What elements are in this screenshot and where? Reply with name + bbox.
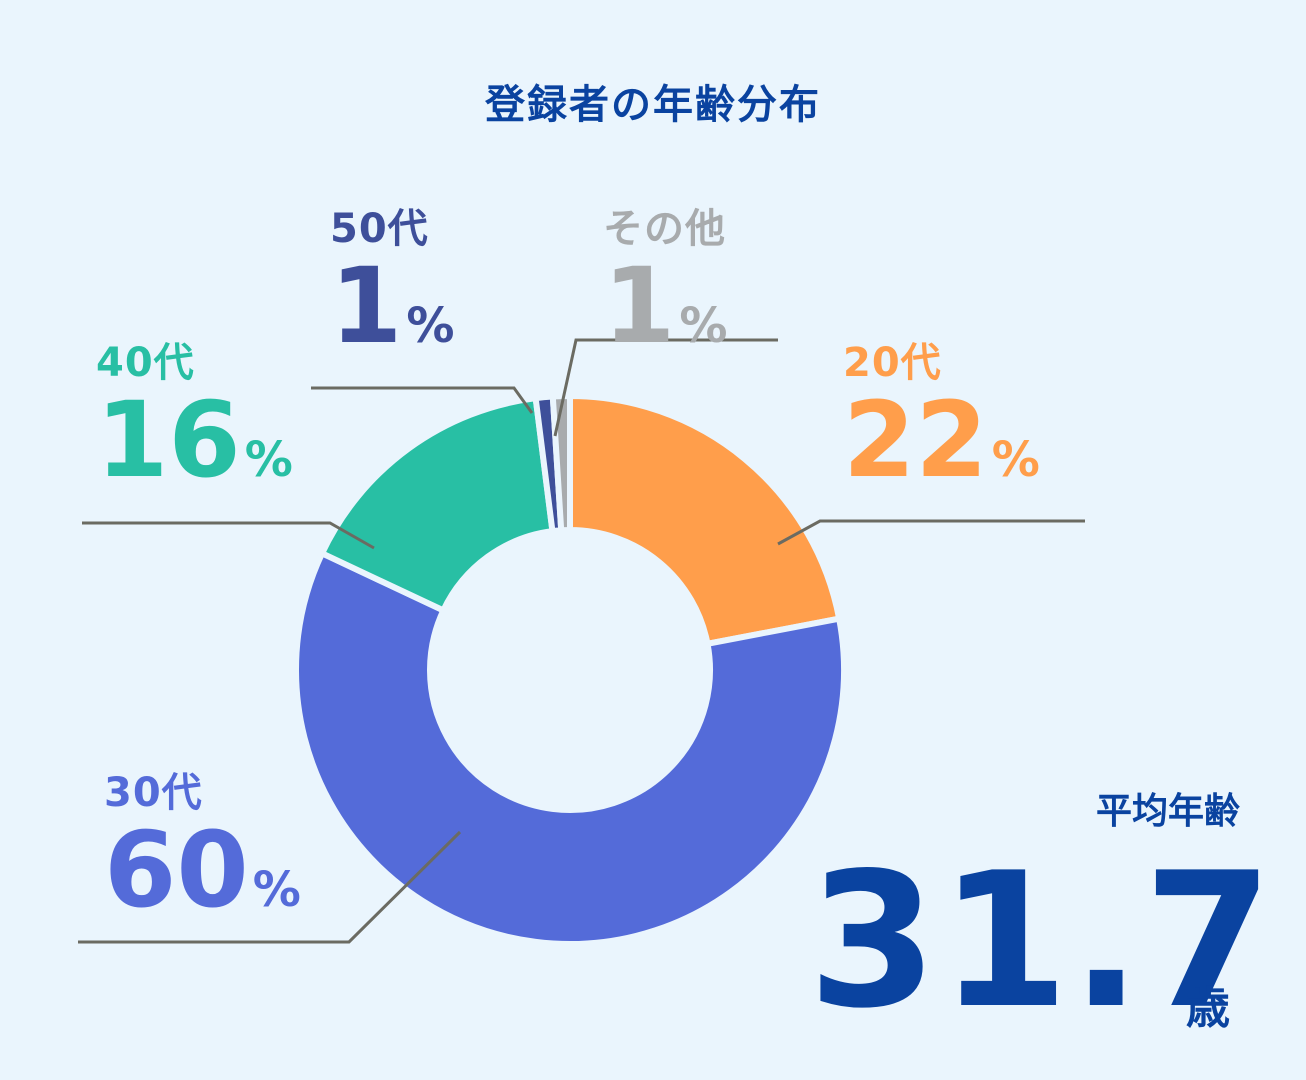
- leader-line-40s: [82, 521, 375, 550]
- label-30s-unit: %: [252, 862, 301, 918]
- label-50s-value: 1: [330, 245, 403, 367]
- label-other-category: その他: [603, 206, 726, 252]
- label-40s-category: 40代: [96, 340, 195, 386]
- slice-40s: [318, 394, 556, 615]
- leader-line-30s: [78, 830, 462, 944]
- leader-line-20s: [777, 519, 1085, 546]
- label-50s: 50代 1%: [330, 196, 454, 358]
- label-40s: 40代 16%: [96, 330, 293, 492]
- label-other: その他 1%: [603, 196, 727, 358]
- leader-line-50s: [311, 386, 534, 414]
- label-50s-unit: %: [406, 298, 455, 354]
- label-20s: 20代 22%: [843, 330, 1040, 492]
- average-age-value: 31.7: [808, 832, 1275, 1049]
- label-other-unit: %: [679, 298, 728, 354]
- slice-30s: [293, 549, 847, 947]
- label-50s-category: 50代: [330, 206, 429, 252]
- label-other-value: 1: [603, 245, 676, 367]
- leader-line-other: [553, 338, 778, 437]
- average-age-unit: 歳: [1186, 983, 1230, 1034]
- label-40s-value: 16: [96, 379, 241, 501]
- label-40s-unit: %: [244, 432, 293, 488]
- label-30s: 30代 60%: [104, 760, 301, 922]
- label-30s-value: 60: [104, 809, 249, 931]
- slice-20s: [567, 392, 843, 648]
- average-age-label: 平均年齢: [1095, 791, 1240, 832]
- label-20s-category: 20代: [843, 340, 942, 386]
- label-20s-unit: %: [991, 432, 1040, 488]
- label-20s-value: 22: [843, 379, 988, 501]
- chart-title: 登録者の年齢分布: [485, 82, 821, 128]
- label-30s-category: 30代: [104, 770, 203, 816]
